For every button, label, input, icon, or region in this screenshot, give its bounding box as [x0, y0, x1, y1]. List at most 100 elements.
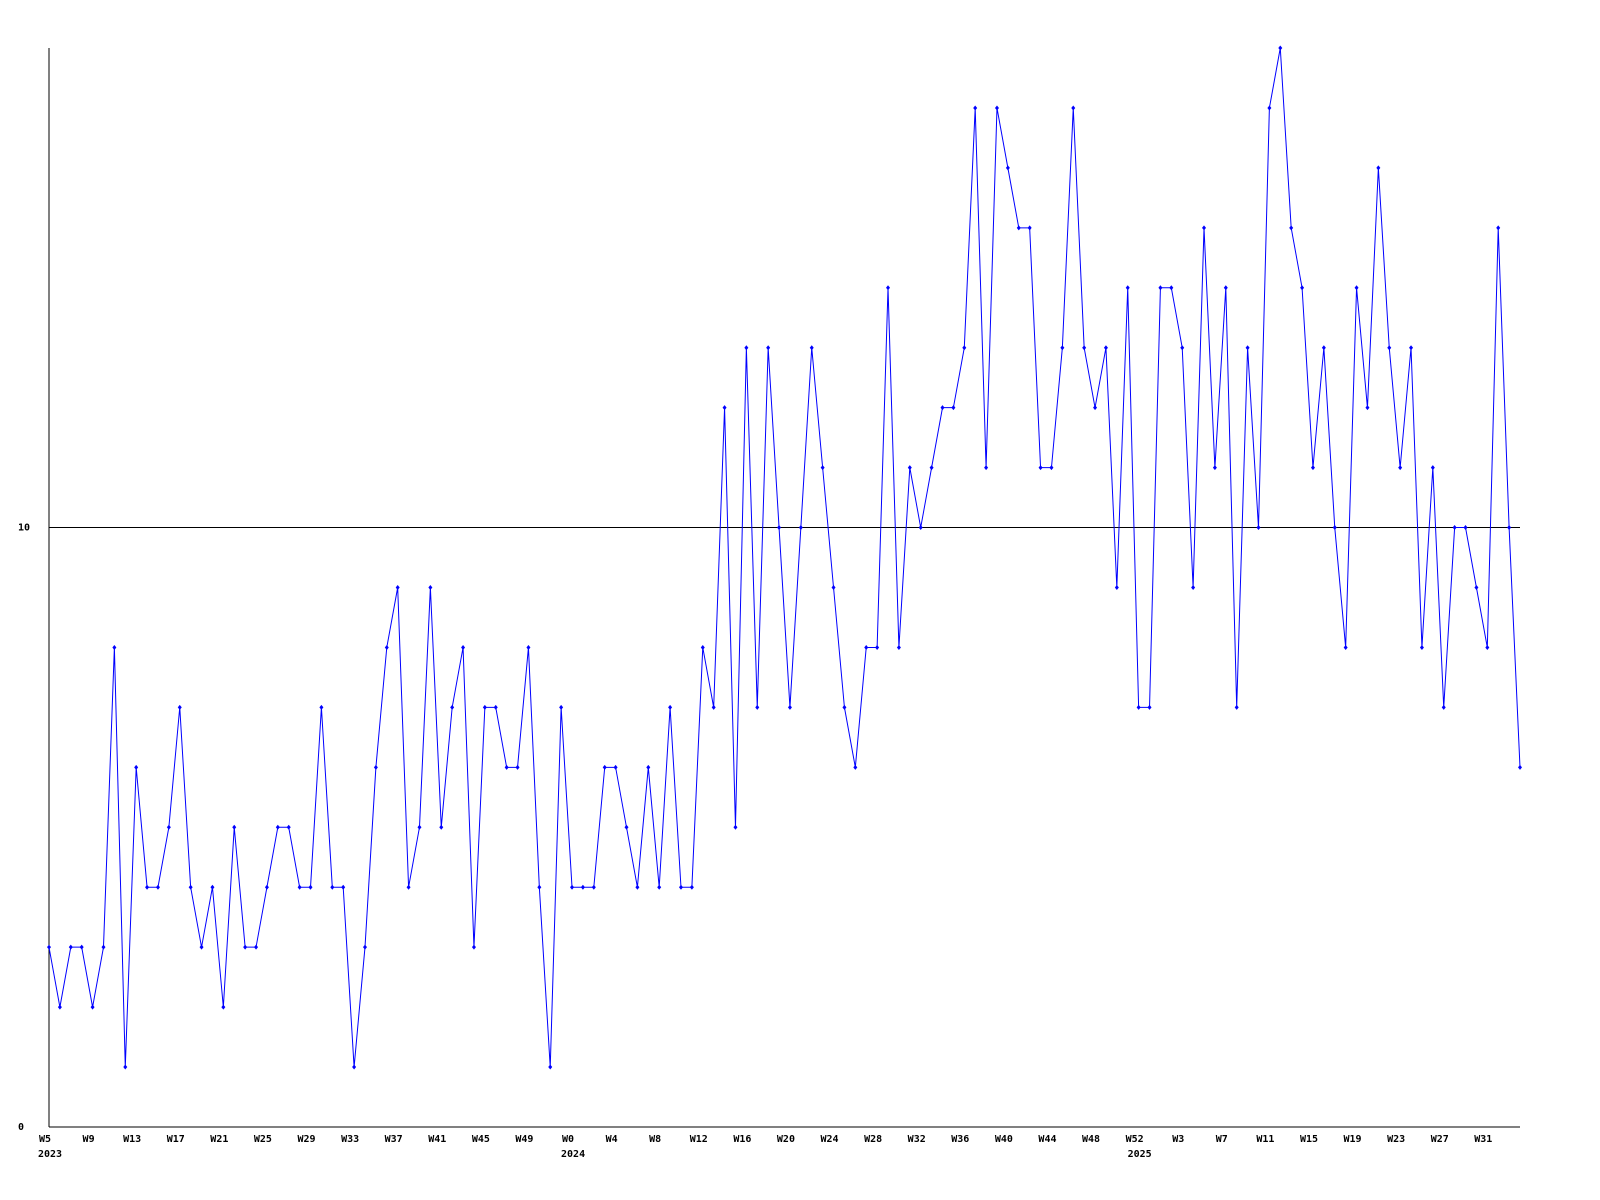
data-point — [1343, 644, 1348, 650]
data-point — [275, 824, 280, 830]
data-point — [580, 884, 585, 890]
data-point — [755, 704, 760, 710]
x-tick-label: W33 — [341, 1134, 359, 1145]
data-point — [1191, 585, 1196, 590]
data-point — [798, 525, 803, 531]
data-point — [831, 585, 836, 590]
x-tick-label: W32 — [908, 1134, 926, 1145]
data-point — [570, 884, 575, 890]
data-point — [526, 644, 531, 650]
data-point — [907, 465, 912, 471]
data-point — [1452, 525, 1457, 531]
data-point — [515, 764, 520, 770]
data-point — [809, 345, 814, 351]
data-point — [1016, 225, 1021, 231]
data-point — [504, 764, 509, 770]
data-point — [1169, 285, 1174, 291]
x-tick-label: W49 — [515, 1134, 533, 1145]
data-point — [101, 944, 106, 950]
data-point — [1071, 105, 1076, 111]
x-tick-label: W28 — [864, 1134, 882, 1145]
data-point — [842, 704, 847, 710]
data-point — [199, 944, 204, 950]
data-point — [711, 704, 716, 710]
data-point — [853, 764, 858, 770]
data-point — [243, 944, 248, 950]
data-point — [559, 704, 564, 710]
data-point — [406, 884, 411, 890]
data-point — [57, 1004, 62, 1010]
data-point — [210, 884, 215, 890]
data-point — [450, 704, 455, 710]
data-point — [777, 525, 782, 531]
x-tick-label: W7 — [1216, 1134, 1228, 1145]
x-tick-label: W9 — [83, 1134, 95, 1145]
data-point — [951, 405, 956, 411]
data-point — [1202, 225, 1207, 231]
x-tick-label: W0 — [562, 1134, 574, 1145]
data-point — [635, 884, 640, 890]
data-point — [886, 285, 891, 291]
data-point — [112, 644, 117, 650]
data-point — [1125, 285, 1130, 291]
data-point — [918, 525, 923, 531]
x-tick-label: W11 — [1256, 1134, 1274, 1145]
data-point — [319, 704, 324, 710]
data-point — [221, 1004, 226, 1010]
data-point — [90, 1004, 95, 1010]
data-point — [1409, 345, 1414, 351]
data-point — [123, 1064, 128, 1070]
x-tick-label: W37 — [385, 1134, 403, 1145]
x-tick-label: W27 — [1431, 1134, 1449, 1145]
data-point — [875, 644, 880, 650]
x-tick-label: W19 — [1344, 1134, 1362, 1145]
data-point — [1518, 764, 1522, 770]
data-point — [962, 345, 967, 351]
x-tick-label: W3 — [1172, 1134, 1184, 1145]
data-point — [482, 704, 487, 710]
x-year-label: 2025 — [1128, 1149, 1152, 1160]
data-point — [984, 465, 989, 471]
x-tick-label: W29 — [297, 1134, 315, 1145]
data-point — [1376, 165, 1381, 171]
data-point — [1496, 225, 1501, 231]
data-point — [733, 824, 738, 830]
data-point — [145, 884, 150, 890]
data-point — [1212, 465, 1217, 471]
data-point — [657, 884, 662, 890]
data-point — [1158, 285, 1163, 291]
data-point — [308, 884, 313, 890]
data-point — [787, 704, 792, 710]
data-point — [929, 465, 934, 471]
data-point — [417, 824, 422, 830]
data-point — [79, 944, 84, 950]
data-point — [1332, 525, 1337, 531]
data-point — [177, 704, 182, 710]
x-tick-label: W31 — [1474, 1134, 1492, 1145]
data-point — [613, 764, 618, 770]
data-point — [330, 884, 335, 890]
data-point — [624, 824, 629, 830]
data-point — [1278, 45, 1283, 51]
data-point — [47, 944, 51, 950]
x-tick-label: W40 — [995, 1134, 1013, 1145]
x-tick-label: W17 — [167, 1134, 185, 1145]
x-tick-label: W12 — [690, 1134, 708, 1145]
data-point — [766, 345, 771, 351]
data-point — [493, 704, 498, 710]
data-point — [1507, 525, 1512, 531]
data-point — [1398, 465, 1403, 471]
data-point — [1027, 225, 1032, 231]
data-point — [700, 644, 705, 650]
data-line — [48, 47, 1521, 1068]
data-point — [297, 884, 302, 890]
data-point — [1365, 405, 1370, 411]
x-tick-label: W45 — [472, 1134, 490, 1145]
data-point — [602, 764, 607, 770]
x-tick-label: W15 — [1300, 1134, 1318, 1145]
data-point — [362, 944, 367, 950]
data-point — [1147, 704, 1152, 710]
data-point — [68, 944, 73, 950]
data-point — [254, 944, 259, 950]
